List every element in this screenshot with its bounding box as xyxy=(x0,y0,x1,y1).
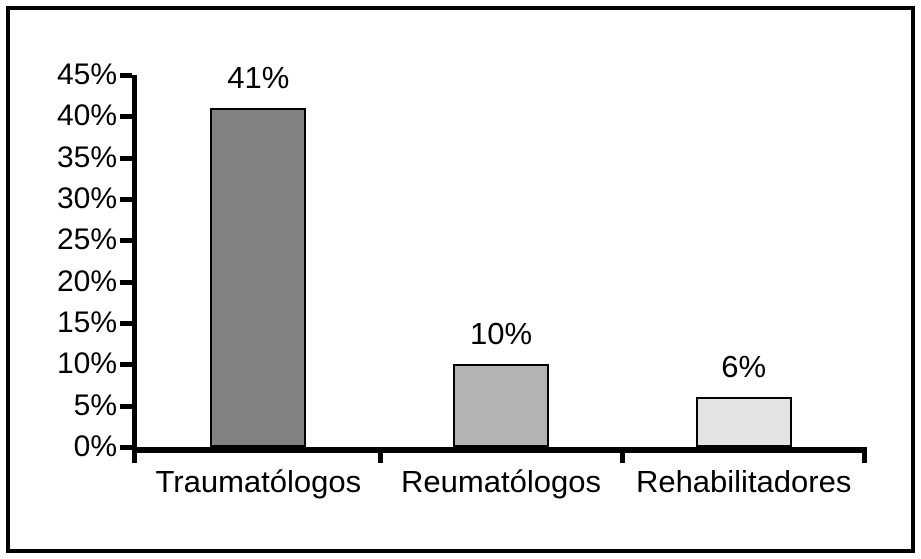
bar-rehabilitadores xyxy=(695,397,792,447)
category-label: Reumatólogos xyxy=(401,464,601,499)
y-tick xyxy=(120,362,132,368)
y-axis-line xyxy=(132,75,137,463)
y-tick-label: 15% xyxy=(56,306,117,339)
y-tick xyxy=(120,155,132,161)
x-tick xyxy=(620,447,626,463)
y-tick-label: 0% xyxy=(73,430,117,463)
y-tick-label: 45% xyxy=(56,58,117,91)
x-axis-line xyxy=(132,447,867,453)
bar-value-label: 41% xyxy=(227,60,290,96)
y-tick xyxy=(120,73,132,78)
bar-traumatologos xyxy=(210,108,307,447)
bar-value-label: 10% xyxy=(469,316,533,352)
y-tick xyxy=(120,279,132,285)
y-tick xyxy=(120,445,132,450)
bar-value-label: 6% xyxy=(721,349,767,385)
y-tick-label: 35% xyxy=(56,140,117,174)
y-tick xyxy=(120,321,132,326)
y-tick xyxy=(120,238,132,244)
x-tick xyxy=(862,447,867,463)
category-label: Traumatólogos xyxy=(155,464,362,499)
x-tick xyxy=(377,447,383,463)
y-tick-label: 20% xyxy=(56,264,117,298)
category-label: Rehabilitadores xyxy=(635,464,852,499)
y-tick xyxy=(120,197,132,202)
y-tick-label: 5% xyxy=(73,388,117,422)
bar-reumatologos xyxy=(453,364,549,447)
y-tick-label: 30% xyxy=(56,182,117,215)
y-tick-label: 40% xyxy=(56,99,117,133)
y-tick xyxy=(120,403,132,409)
y-tick-label: 10% xyxy=(56,347,117,381)
y-tick xyxy=(120,114,132,120)
y-tick-label: 25% xyxy=(56,223,117,257)
chart-border-frame xyxy=(6,6,915,553)
